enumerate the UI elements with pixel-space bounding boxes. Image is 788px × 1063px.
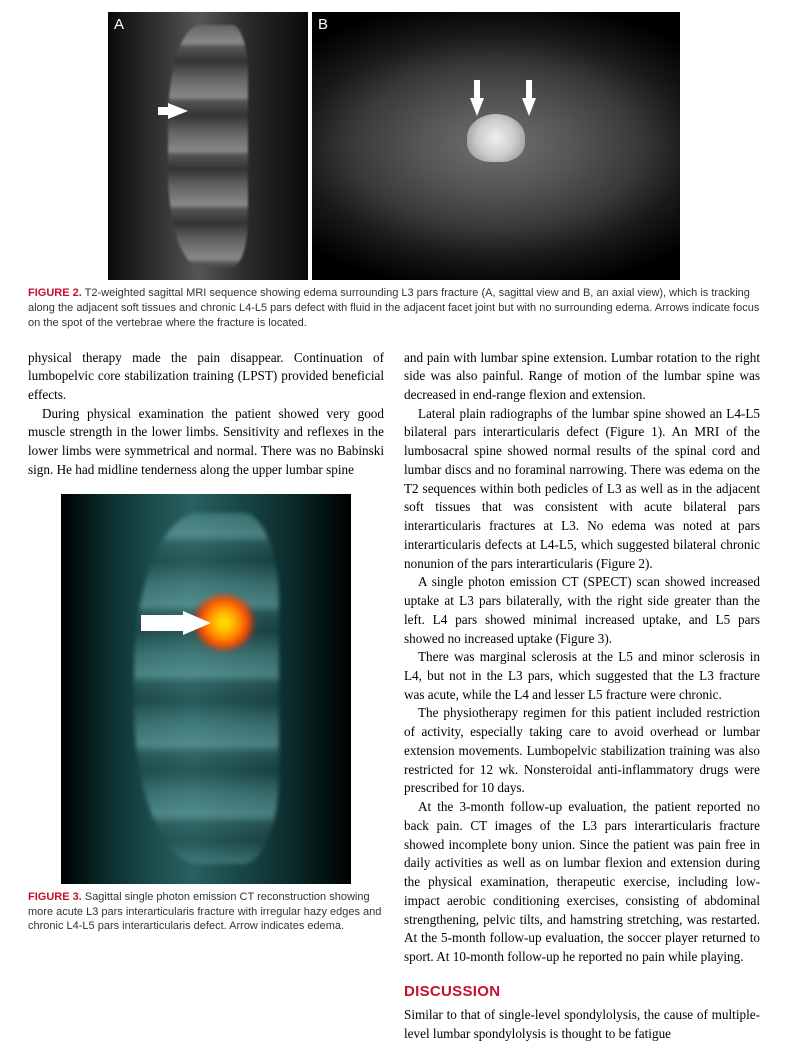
body-paragraph: Lateral plain radiographs of the lumbar … [404, 405, 760, 574]
panel-b-label: B [318, 16, 328, 33]
figure-3-panel [61, 494, 351, 884]
figure-2-panels: A B [28, 12, 760, 280]
figure-3 [28, 494, 384, 884]
left-column: physical therapy made the pain disappear… [28, 349, 384, 1044]
body-paragraph: There was marginal sclerosis at the L5 a… [404, 648, 760, 704]
body-paragraph: Similar to that of single-level spondylo… [404, 1006, 760, 1043]
left-column-text: physical therapy made the pain disappear… [28, 349, 384, 480]
panel-a-label: A [114, 16, 124, 33]
figure-3-caption-text: Sagittal single photon emission CT recon… [28, 891, 381, 933]
figure-3-caption-label: FIGURE 3. [28, 891, 82, 903]
figure-2-caption-text: T2-weighted sagittal MRI sequence showin… [28, 287, 759, 329]
body-paragraph: and pain with lumbar spine extension. Lu… [404, 349, 760, 405]
figure-2: A B FIGURE 2. T2-weighted sagittal MRI s… [28, 12, 760, 331]
figure-2-caption-label: FIGURE 2. [28, 287, 82, 299]
body-paragraph: The physiotherapy regimen for this patie… [404, 704, 760, 798]
right-column: and pain with lumbar spine extension. Lu… [404, 349, 760, 1044]
discussion-heading: DISCUSSION [404, 983, 760, 1000]
mri-sagittal-image [108, 12, 308, 280]
arrow-icon [522, 98, 536, 116]
arrow-icon [168, 103, 188, 119]
mri-axial-image [312, 12, 680, 280]
body-paragraph: At the 3-month follow-up evaluation, the… [404, 798, 760, 967]
discussion-text: Similar to that of single-level spondylo… [404, 1006, 760, 1043]
figure-2-panel-b: B [312, 12, 680, 280]
right-column-text: and pain with lumbar spine extension. Lu… [404, 349, 760, 967]
figure-3-caption: FIGURE 3. Sagittal single photon emissio… [28, 890, 384, 935]
body-paragraph: A single photon emission CT (SPECT) scan… [404, 573, 760, 648]
arrow-icon [470, 98, 484, 116]
arrow-icon [183, 611, 211, 635]
body-paragraph: physical therapy made the pain disappear… [28, 349, 384, 405]
figure-2-caption: FIGURE 2. T2-weighted sagittal MRI seque… [28, 286, 760, 331]
body-paragraph: During physical examination the patient … [28, 405, 384, 480]
body-columns: physical therapy made the pain disappear… [28, 349, 760, 1044]
spect-image [61, 494, 351, 884]
figure-2-panel-a: A [108, 12, 308, 280]
